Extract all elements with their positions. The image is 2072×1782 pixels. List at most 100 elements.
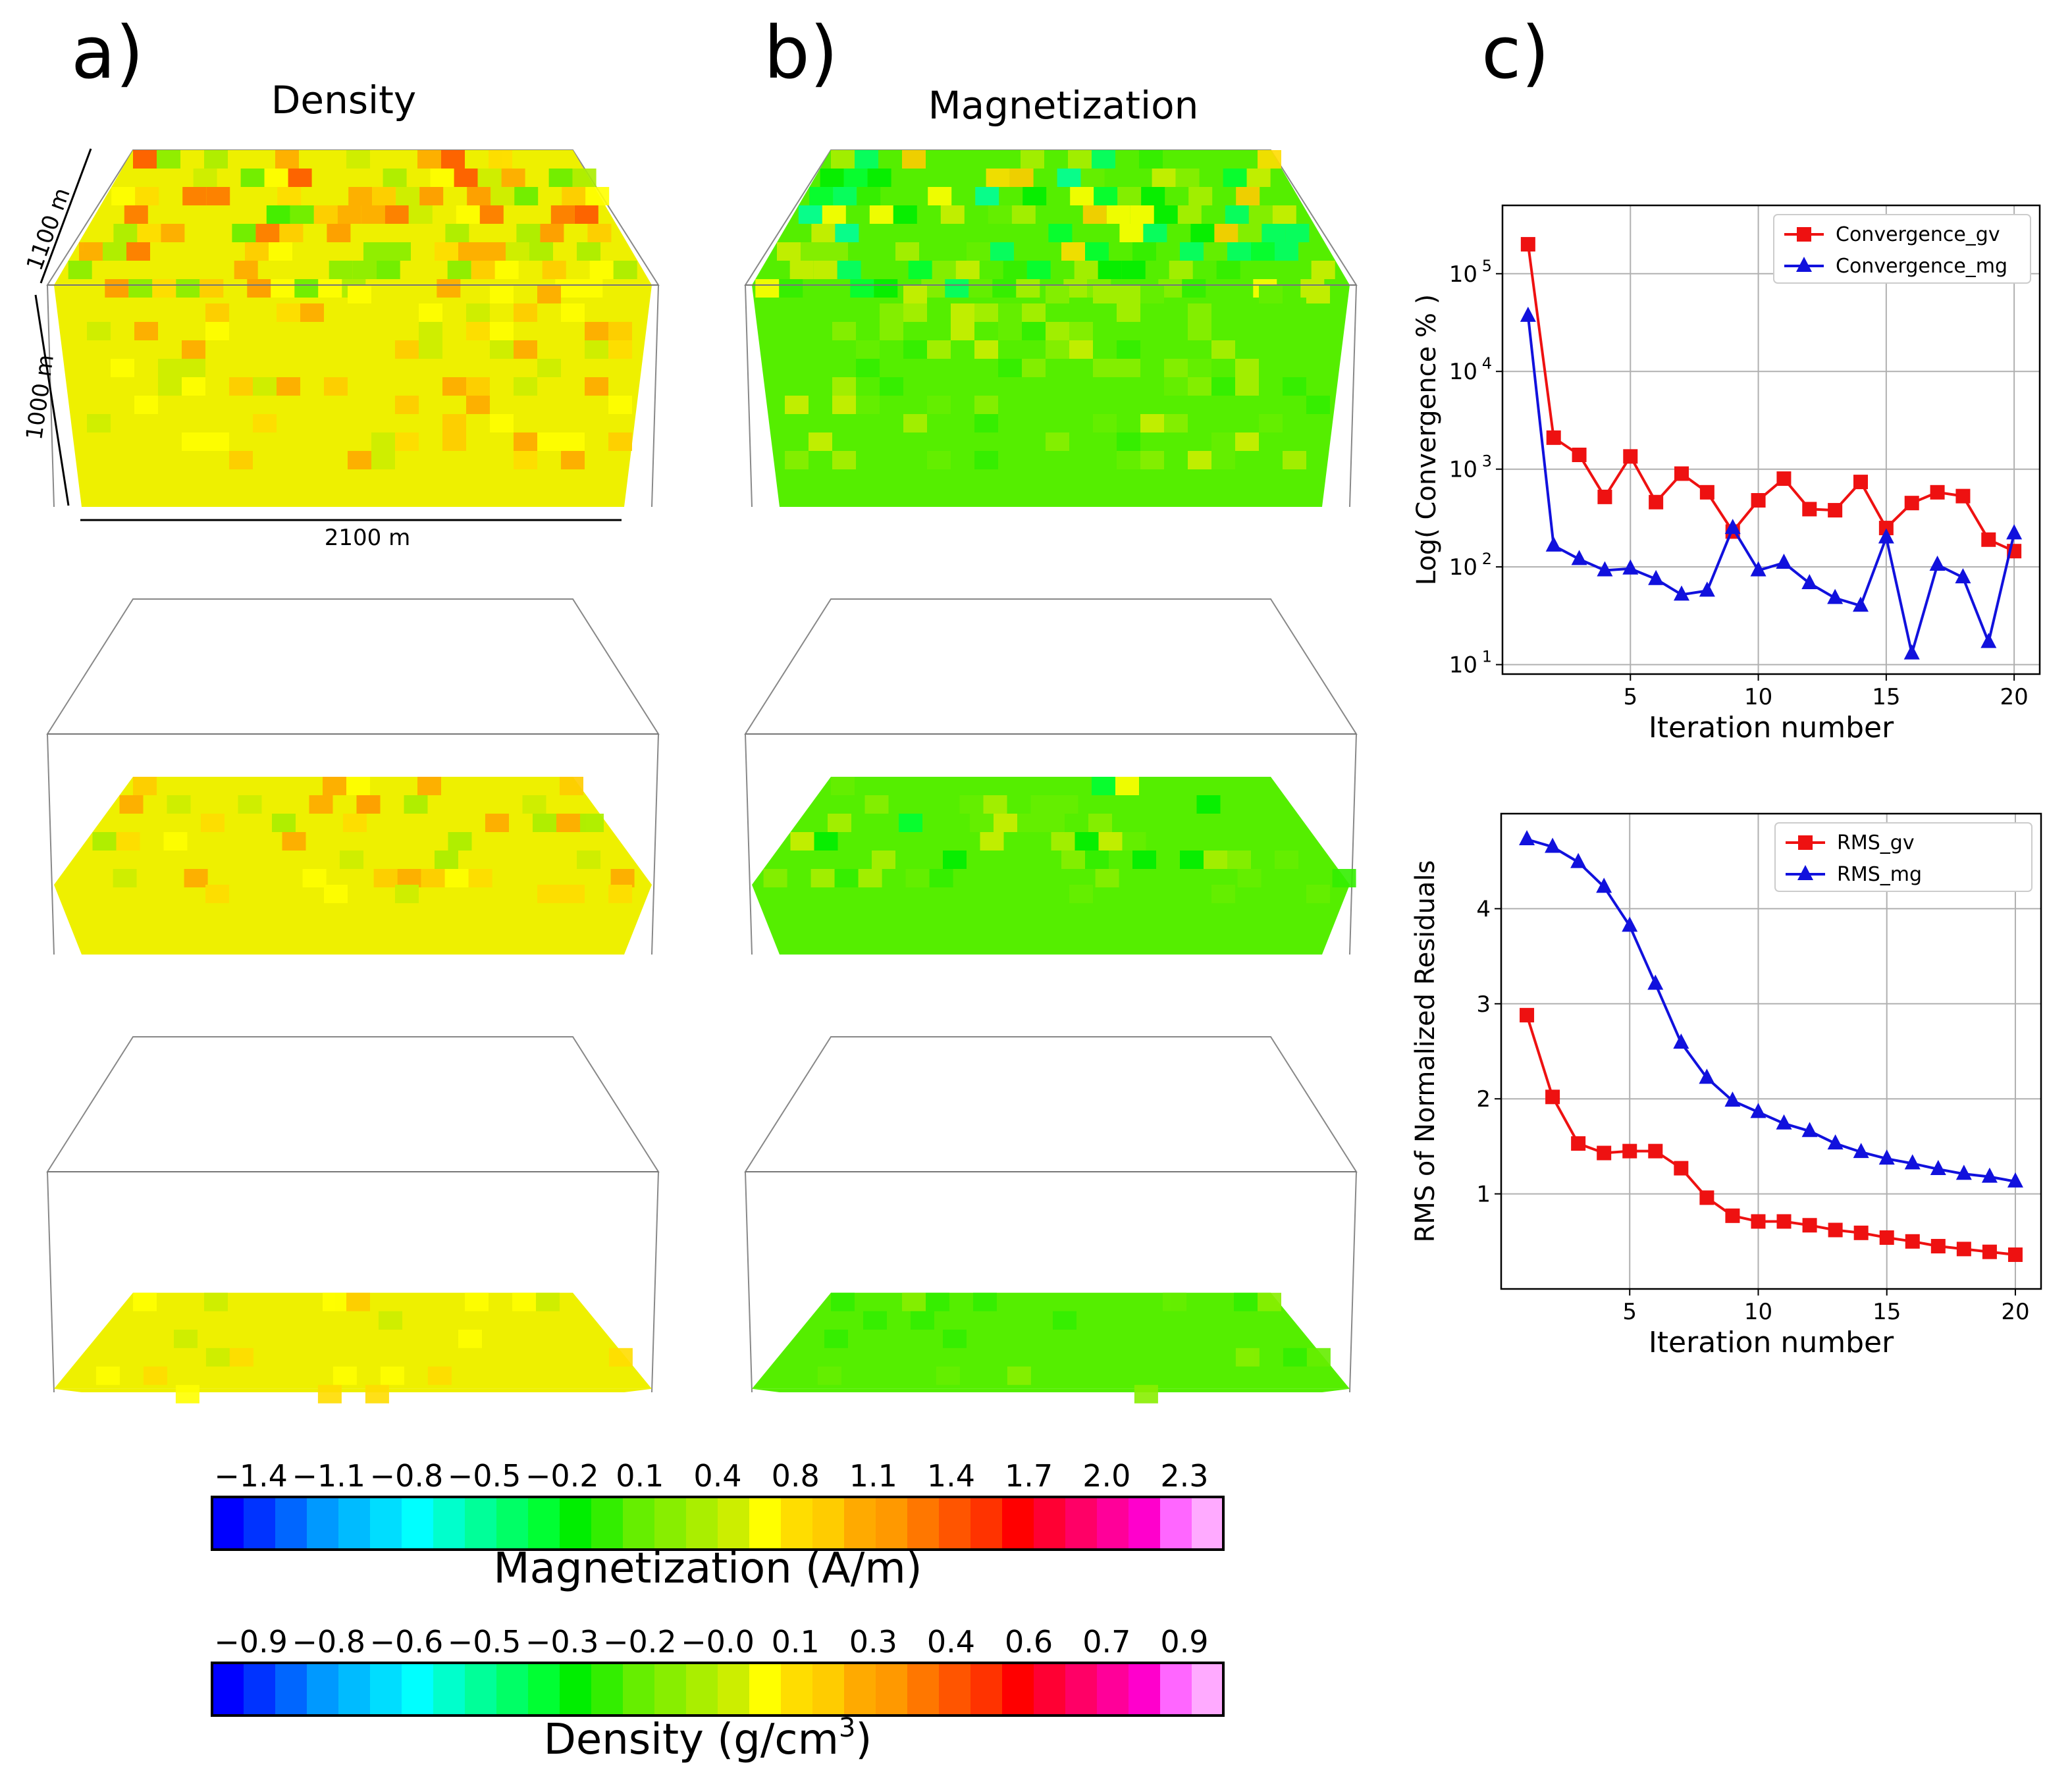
density-block-3-top-face xyxy=(54,1292,652,1389)
convergence-gv-point xyxy=(1802,502,1817,517)
colorbar-segment xyxy=(307,1663,339,1716)
convergence-mg-point xyxy=(1929,556,1946,571)
colorbar-segment xyxy=(970,1663,1003,1716)
plot-frame xyxy=(1500,812,2042,1290)
colorbar-segment xyxy=(433,1663,465,1716)
convergence-mg-point xyxy=(1724,519,1741,535)
legend-marker-rms-mg xyxy=(1797,865,1813,880)
colorbar-segment xyxy=(654,1663,687,1716)
convergence-gv-point xyxy=(1520,237,1535,252)
colorbar-segment xyxy=(528,1663,560,1716)
legend-label-convergence-mg: Convergence_mg xyxy=(1836,255,2007,278)
plot-frame xyxy=(1501,204,2041,675)
density-label-main: Density (g/cm xyxy=(544,1716,839,1764)
legend-marker-convergence-mg xyxy=(1796,257,1812,272)
legend-label-rms-mg: RMS_mg xyxy=(1837,863,1922,886)
x-tick-label: 5 xyxy=(1622,1299,1637,1325)
colorbar-segment xyxy=(718,1497,750,1550)
rms-gv-point xyxy=(1905,1234,1920,1249)
x-tick-label: 15 xyxy=(1873,1299,1901,1325)
colorbar-segment xyxy=(749,1497,782,1550)
colorbar-segment xyxy=(907,1497,940,1550)
magnetization-title: Magnetization xyxy=(928,83,1199,128)
colorbar-segment xyxy=(212,1663,244,1716)
colorbar-segment xyxy=(560,1663,592,1716)
rms-mg-point xyxy=(1570,852,1587,868)
density-block-3-front-face xyxy=(54,1388,652,1392)
colorbar-segment xyxy=(496,1497,529,1550)
convergence-chart: 5 10 15 20 10 1 10 2 10 3 10 4 10 5 Iteration number Lo… xyxy=(1412,204,2041,745)
magnetization-colorbar: −1.4 −1.1 −0.8 −0.5 −0.2 0.1 0.4 0.8 1.1 1.4 1.7 2.… xyxy=(211,1458,1225,1551)
colorbar-segment xyxy=(402,1497,434,1550)
convergence-gv-point xyxy=(1597,489,1612,504)
convergence-gv-line xyxy=(1526,244,2015,553)
colorbar-segment xyxy=(433,1497,465,1550)
rms-mg-point xyxy=(1622,916,1638,932)
convergence-gv-point xyxy=(1853,475,1868,490)
density-block-2 xyxy=(46,598,660,955)
density-block-1 xyxy=(46,149,660,508)
colorbar-segment xyxy=(370,1497,402,1550)
colorbar-segment xyxy=(876,1497,908,1550)
y-tick-exponent: 5 xyxy=(1482,257,1492,275)
y-tick-exponent: 2 xyxy=(1482,550,1492,568)
magnetization-colorbar-label: Magnetization (A/m) xyxy=(493,1544,922,1593)
legend-label-rms-gv: RMS_gv xyxy=(1837,831,1915,854)
x-tick-label: 10 xyxy=(1744,684,1772,710)
density-label-sup: 3 xyxy=(839,1713,855,1743)
convergence-mg-point xyxy=(1980,633,1997,648)
colorbar-segment xyxy=(623,1497,655,1550)
panel-b-letter: b) xyxy=(764,11,838,95)
rms-mg-point xyxy=(1519,829,1535,845)
y-tick-label: 4 xyxy=(1476,896,1491,922)
convergence-gv-point xyxy=(1674,466,1689,481)
y-tick-exponent: 1 xyxy=(1482,648,1492,666)
colorbar-segment xyxy=(781,1497,813,1550)
colorbar-segment xyxy=(844,1663,876,1716)
colorbar-segment xyxy=(686,1497,718,1550)
colorbar-tick-label: 1.7 xyxy=(1005,1458,1053,1494)
density-title: Density xyxy=(271,78,417,122)
rms-gv-point xyxy=(1520,1008,1535,1023)
rms-mg-point xyxy=(1724,1091,1741,1107)
rms-gv-point xyxy=(1956,1242,1971,1257)
colorbar-segment xyxy=(1065,1663,1098,1716)
colorbar-segment xyxy=(686,1663,718,1716)
magnetization-block-2-front-face xyxy=(752,885,1350,955)
rms-gv-point xyxy=(1776,1214,1792,1229)
convergence-mg-point xyxy=(1903,644,1920,660)
x-axis-label: Iteration number xyxy=(1649,711,1894,745)
x-tick-label: 5 xyxy=(1623,684,1637,710)
rms-mg-point xyxy=(1827,1134,1844,1150)
legend-box xyxy=(1773,214,2031,284)
rms-mg-point xyxy=(1647,974,1664,990)
colorbar-segment xyxy=(1192,1663,1224,1716)
convergence-gv-point xyxy=(1828,503,1843,518)
colorbar-segment xyxy=(749,1663,782,1716)
rms-gv-point xyxy=(1674,1161,1689,1176)
colorbar-tick-label: 2.3 xyxy=(1160,1458,1208,1494)
magnetization-block-2 xyxy=(744,598,1358,955)
rms-gv-point xyxy=(1828,1222,1843,1238)
convergence-gv-point xyxy=(1776,471,1792,486)
y-tick-exponent: 4 xyxy=(1482,354,1492,373)
magnetization-block-1 xyxy=(744,149,1358,508)
colorbar-segment xyxy=(465,1497,497,1550)
y-tick-exponent: 3 xyxy=(1482,452,1492,471)
colorbar-segment xyxy=(1129,1663,1161,1716)
colorbar-segment xyxy=(970,1497,1003,1550)
colorbar-tick-label: 0.4 xyxy=(693,1458,741,1494)
colorbar-tick-label: −0.2 xyxy=(525,1458,599,1494)
panel-a-letter: a) xyxy=(71,11,144,95)
block-models xyxy=(46,149,1358,1403)
colorbar-segment xyxy=(1034,1497,1066,1550)
width-label: 2100 m xyxy=(325,525,410,551)
colorbar-segment xyxy=(1002,1497,1034,1550)
convergence-mg-point xyxy=(1955,568,1971,584)
colorbar-tick-label: −0.6 xyxy=(370,1624,444,1660)
colorbar-tick-label: −0.2 xyxy=(603,1624,677,1660)
rms-mg-point xyxy=(1878,1149,1895,1165)
colorbar-tick-label: −0.8 xyxy=(370,1458,444,1494)
rms-mg-point xyxy=(1930,1160,1946,1176)
colorbar-segment xyxy=(244,1663,276,1716)
